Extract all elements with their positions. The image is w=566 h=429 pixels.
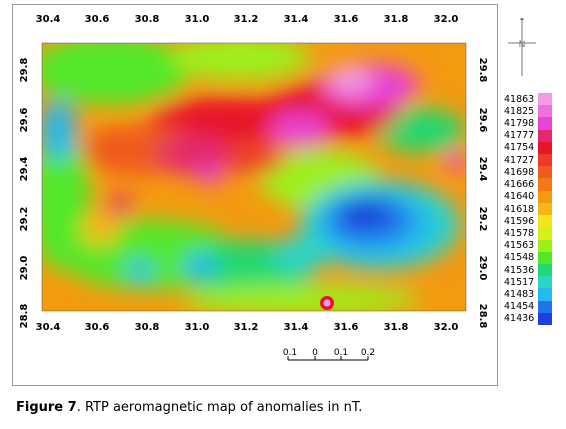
legend-swatch — [538, 288, 552, 302]
legend-swatch — [538, 202, 552, 216]
anomaly-map — [42, 43, 466, 311]
legend-swatch — [538, 105, 552, 118]
y-tick-label: 29.8 — [19, 58, 30, 83]
legend-label: 41727 — [504, 154, 535, 166]
legend-label: 41754 — [504, 142, 535, 154]
x-tick-label: 31.4 — [284, 322, 309, 333]
legend-swatch — [538, 129, 552, 143]
scale-label: 0.2 — [361, 348, 375, 358]
legend-swatch — [538, 141, 552, 155]
y-tick-label: 29.4 — [19, 157, 30, 182]
x-tick-label: 31.2 — [234, 322, 259, 333]
y-tick-label: 29.2 — [19, 207, 30, 232]
x-tick-label: 31.0 — [185, 322, 210, 333]
legend-swatch — [538, 300, 552, 314]
x-tick-label: 32.0 — [434, 14, 459, 25]
y-axis-left: 29.8 29.6 29.4 29.2 29.0 28.8 — [19, 58, 30, 329]
legend-label: 41666 — [504, 179, 535, 191]
north-label: N — [519, 40, 526, 50]
x-tick-label: 30.8 — [135, 14, 160, 25]
x-tick-label: 31.8 — [384, 322, 409, 333]
scale-label: 0.1 — [283, 348, 297, 358]
legend-label: 41777 — [504, 130, 535, 142]
figure-caption: Figure 7. RTP aeromagnetic map of anomal… — [16, 400, 362, 415]
legend-label: 41640 — [504, 191, 535, 203]
legend-label: 41436 — [504, 313, 535, 325]
y-tick-label: 28.8 — [19, 304, 30, 329]
legend-swatch — [538, 178, 552, 192]
legend-swatch — [538, 215, 552, 228]
x-tick-label: 30.8 — [135, 322, 160, 333]
legend-label: 41483 — [504, 288, 535, 300]
y-tick-label: 29.6 — [19, 108, 30, 133]
x-axis-bottom: 30.4 30.6 30.8 31.0 31.2 31.4 31.6 31.8 … — [36, 322, 459, 333]
x-axis-top: 30.4 30.6 30.8 31.0 31.2 31.4 31.6 31.8 … — [36, 14, 459, 25]
legend-swatch — [538, 239, 552, 253]
y-tick-label: 28.8 — [477, 304, 488, 329]
legend-swatch — [538, 276, 552, 289]
x-tick-label: 32.0 — [434, 322, 459, 333]
legend-swatch — [538, 312, 552, 326]
legend-label: 41863 — [504, 93, 535, 105]
legend-swatch — [538, 227, 552, 241]
x-tick-label: 30.4 — [36, 14, 61, 25]
legend-label: 41825 — [504, 105, 535, 117]
legend-swatch — [538, 93, 552, 106]
x-tick-label: 31.0 — [185, 14, 210, 25]
x-tick-label: 30.6 — [85, 14, 110, 25]
legend-labels: 41863 41825 41798 41777 41754 41727 41698 41666… — [504, 93, 538, 325]
y-tick-label: 29.6 — [477, 108, 488, 133]
legend-label: 41563 — [504, 240, 535, 252]
x-tick-label: 31.2 — [234, 14, 259, 25]
legend-label: 41698 — [504, 166, 535, 178]
x-tick-label: 31.8 — [384, 14, 409, 25]
legend-label: 41596 — [504, 215, 535, 227]
x-tick-label: 31.6 — [334, 14, 359, 25]
scale-label: 0 — [312, 348, 318, 358]
y-tick-label: 29.0 — [19, 256, 30, 281]
legend-swatch — [538, 251, 552, 265]
legend-swatch — [538, 154, 552, 167]
legend-label: 41536 — [504, 264, 535, 276]
legend-label: 41578 — [504, 227, 535, 239]
legend-label: 41798 — [504, 118, 535, 130]
legend-label: 41454 — [504, 301, 535, 313]
x-tick-label: 30.4 — [36, 322, 61, 333]
north-arrow-icon: N — [508, 18, 536, 76]
legend-label: 41618 — [504, 203, 535, 215]
caption-text: . RTP aeromagnetic map of anomalies in n… — [76, 400, 363, 415]
legend-label: 41548 — [504, 252, 535, 264]
legend-swatch — [538, 117, 552, 131]
x-tick-label: 31.6 — [334, 322, 359, 333]
scale-label: 0.1 — [334, 348, 348, 358]
legend-swatch — [538, 190, 552, 204]
y-axis-right: 29.8 29.6 29.4 29.2 29.0 28.8 — [477, 58, 488, 329]
y-tick-label: 29.4 — [477, 157, 488, 182]
y-tick-label: 29.0 — [477, 256, 488, 281]
legend-swatch — [538, 263, 552, 277]
y-tick-label: 29.2 — [477, 207, 488, 232]
color-legend — [538, 93, 552, 326]
scale-bar: 0.1 0 0.1 0.2 — [283, 348, 375, 361]
caption-label: Figure 7 — [16, 400, 77, 415]
x-tick-label: 31.4 — [284, 14, 309, 25]
legend-label: 41517 — [504, 276, 535, 288]
x-tick-label: 30.6 — [85, 322, 110, 333]
legend-swatch — [538, 166, 552, 179]
map-figure: 30.4 30.6 30.8 31.0 31.2 31.4 31.6 31.8 … — [19, 14, 488, 361]
y-tick-label: 29.8 — [477, 58, 488, 83]
